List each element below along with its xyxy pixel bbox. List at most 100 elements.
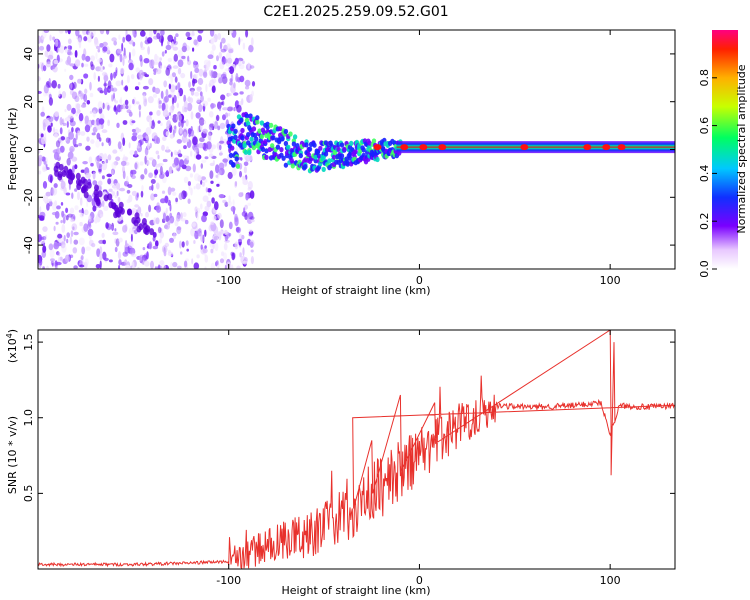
noise-speckle <box>229 81 233 86</box>
noise-speckle <box>64 68 67 72</box>
noise-speckle <box>96 45 101 50</box>
noise-speckle <box>212 235 219 242</box>
noise-speckle <box>196 234 199 239</box>
noise-speckle <box>139 161 144 166</box>
noise-speckle <box>200 95 204 102</box>
noise-speckle <box>154 87 161 94</box>
noise-speckle <box>173 36 177 42</box>
noise-speckle <box>189 173 193 178</box>
noise-speckle <box>219 144 222 151</box>
noise-speckle <box>42 266 45 269</box>
band-speckle <box>243 149 249 155</box>
noise-speckle <box>54 266 58 269</box>
colorbar-gradient <box>712 30 738 269</box>
noise-speckle <box>150 59 155 67</box>
noise-speckle <box>60 241 66 249</box>
noise-speckle <box>250 219 255 223</box>
noise-speckle <box>174 76 178 83</box>
noise-speckle <box>50 122 53 127</box>
noise-speckle <box>121 42 124 52</box>
noise-speckle <box>165 207 168 214</box>
noise-speckle <box>88 120 91 127</box>
noise-speckle <box>191 30 195 36</box>
noise-speckle <box>191 258 194 265</box>
noise-speckle <box>42 65 47 72</box>
noise-speckle <box>182 128 188 138</box>
noise-speckle <box>193 240 196 244</box>
noise-speckle <box>160 30 165 36</box>
noise-speckle <box>219 122 226 130</box>
noise-speckle <box>210 262 215 269</box>
noise-speckle <box>64 109 67 113</box>
band-speckle <box>242 143 247 149</box>
noise-speckle <box>161 245 168 254</box>
noise-speckle <box>67 38 72 45</box>
noise-speckle <box>53 152 60 160</box>
noise-speckle <box>98 168 102 172</box>
noise-speckle <box>98 185 103 191</box>
noise-speckle <box>117 251 122 260</box>
x-tick-label: 100 <box>600 274 621 287</box>
noise-speckle <box>99 214 104 218</box>
band-speckle <box>244 113 250 119</box>
noise-speckle <box>169 133 174 139</box>
noise-speckle <box>65 136 68 142</box>
noise-speckle <box>194 206 198 213</box>
noise-speckle <box>90 162 94 167</box>
noise-speckle <box>74 50 78 58</box>
noise-speckle <box>180 212 183 220</box>
noise-speckle <box>228 48 234 54</box>
noise-speckle <box>148 157 154 161</box>
noise-speckle <box>197 174 203 181</box>
noise-speckle <box>204 266 207 269</box>
noise-speckle <box>196 207 201 214</box>
noise-speckle <box>148 78 154 86</box>
noise-speckle <box>220 48 227 53</box>
noise-speckle <box>175 214 181 222</box>
noise-speckle <box>99 90 104 94</box>
noise-speckle <box>78 209 83 213</box>
noise-speckle <box>157 226 162 234</box>
noise-speckle <box>126 75 130 84</box>
noise-speckle <box>94 217 98 224</box>
noise-speckle <box>41 106 45 114</box>
diagonal-speckle <box>126 208 132 216</box>
noise-speckle <box>200 244 203 250</box>
noise-speckle <box>69 74 74 81</box>
diagonal-speckle <box>58 163 64 171</box>
noise-speckle <box>187 181 191 186</box>
noise-speckle <box>211 85 216 93</box>
noise-speckle <box>192 78 198 84</box>
noise-speckle <box>195 183 201 190</box>
noise-speckle <box>122 170 126 180</box>
noise-speckle <box>181 119 184 128</box>
band-hotspot <box>438 144 447 151</box>
noise-speckle <box>186 36 192 41</box>
noise-speckle <box>116 104 122 113</box>
noise-speckle <box>81 62 84 68</box>
noise-speckle <box>51 262 54 267</box>
band-speckle <box>235 163 241 169</box>
noise-speckle <box>127 184 133 188</box>
diagonal-speckle <box>97 190 103 198</box>
noise-speckle <box>164 195 169 204</box>
noise-speckle <box>195 73 199 79</box>
noise-speckle <box>78 237 85 246</box>
noise-speckle <box>55 140 61 148</box>
noise-speckle <box>140 30 146 37</box>
band-speckle <box>249 136 254 142</box>
noise-speckle <box>204 229 207 237</box>
band-speckle <box>246 121 251 127</box>
noise-speckle <box>218 162 225 170</box>
noise-speckle <box>215 164 220 174</box>
noise-speckle <box>204 254 209 263</box>
snr-x-ticks: -100 0 100 <box>216 330 621 587</box>
noise-speckle <box>46 265 49 269</box>
noise-speckle <box>48 243 54 251</box>
noise-speckle <box>124 259 128 266</box>
noise-speckle <box>103 205 109 211</box>
noise-speckle <box>59 116 63 126</box>
snr-x-label: Height of straight line (km) <box>281 584 430 597</box>
band-speckle <box>254 136 259 142</box>
noise-speckle <box>99 43 104 48</box>
